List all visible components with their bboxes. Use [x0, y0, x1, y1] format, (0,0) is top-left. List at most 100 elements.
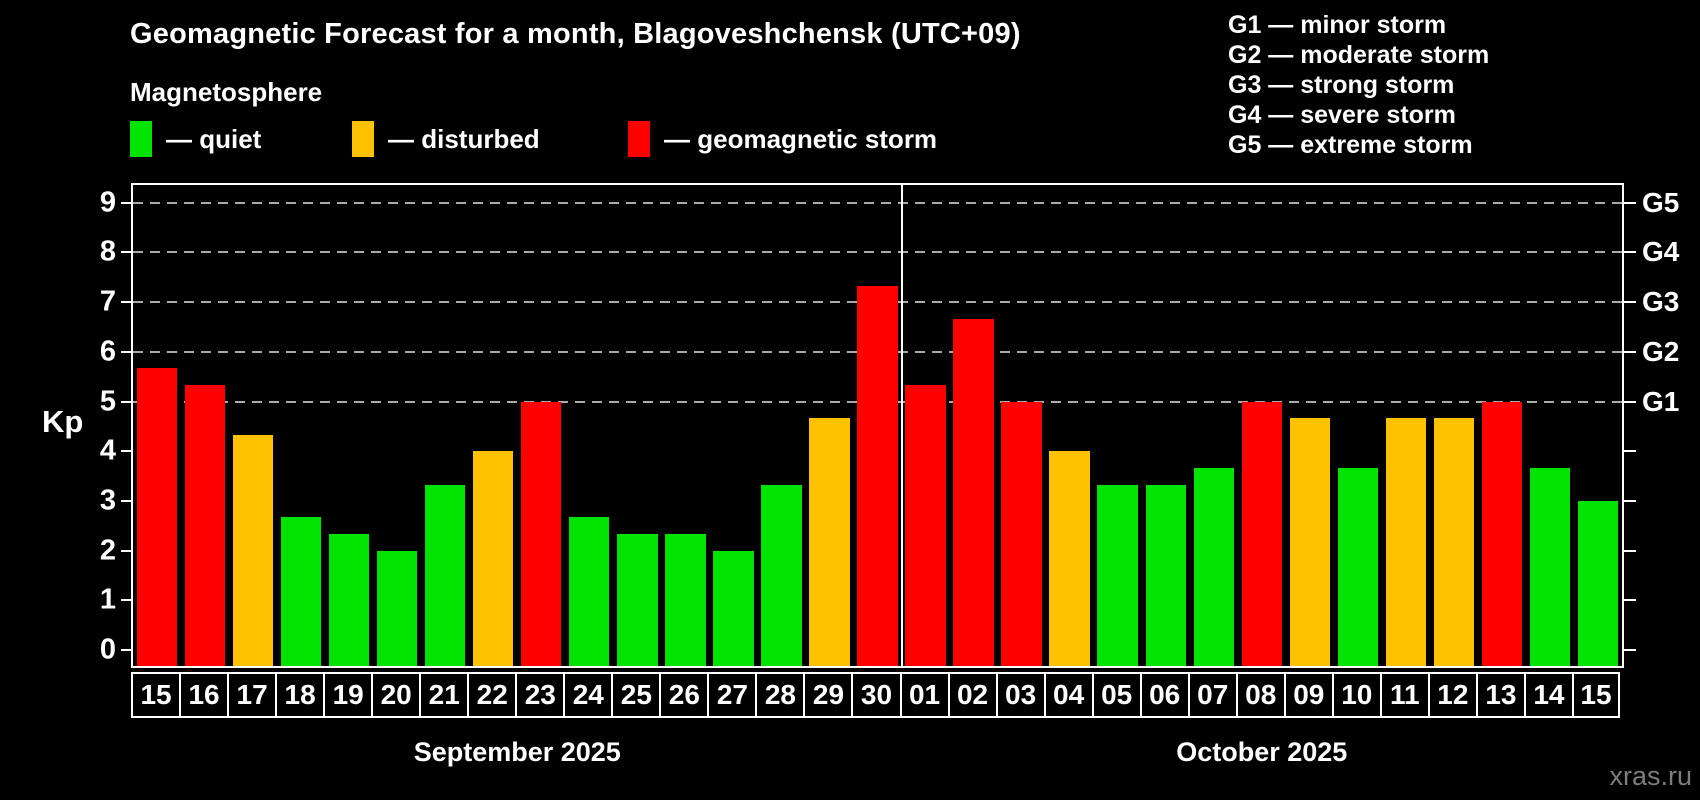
date-cell: 19 [323, 672, 374, 718]
g-scale-axis-label: G2 [1642, 335, 1680, 367]
kp-bar [761, 484, 802, 666]
month-label-1: October 2025 [1176, 737, 1348, 767]
date-cell: 23 [515, 672, 566, 718]
g-scale-line-g2: G2 — moderate storm [1228, 41, 1490, 69]
kp-bar [1049, 451, 1090, 666]
kp-bar [184, 385, 226, 666]
date-cell: 18 [275, 672, 326, 718]
y-axis-tick-label: 7 [99, 285, 116, 318]
date-cell: 04 [1043, 672, 1094, 718]
y-axis-title: Kp [42, 404, 84, 439]
month-label-0: September 2025 [413, 737, 621, 767]
kp-bar [1481, 401, 1523, 666]
legend-label-quiet: — quiet [166, 123, 262, 154]
g-scale-legend: G1 — minor storm G2 — moderate storm G3 … [1228, 10, 1489, 160]
date-cell: 15 [131, 672, 182, 718]
date-cell: 22 [467, 672, 518, 718]
y-axis-tick-left [121, 301, 131, 304]
date-cell: 02 [947, 672, 998, 718]
kp-bar [377, 550, 418, 666]
date-cell: 26 [659, 672, 710, 718]
y-axis-tick-left [121, 400, 131, 403]
y-axis-tick-left [121, 251, 131, 254]
y-axis-tick-label: 0 [99, 633, 116, 666]
kp-bar [665, 534, 706, 666]
legend-label-storm: — geomagnetic storm [664, 123, 938, 154]
date-cell: 03 [995, 672, 1046, 718]
date-cell: 24 [563, 672, 614, 718]
kp-bar [953, 318, 994, 666]
y-axis-tick-right [1624, 301, 1636, 304]
g-scale-line-g4: G4 — severe storm [1228, 101, 1456, 129]
kp-bar [1577, 500, 1619, 666]
date-cell: 09 [1283, 672, 1334, 718]
legend-item-disturbed: — disturbed [352, 120, 540, 158]
y-axis-tick-left [121, 499, 131, 502]
watermark: xras.ru [1609, 761, 1692, 791]
date-cell: 08 [1235, 672, 1286, 718]
g-scale-axis-label: G4 [1642, 236, 1680, 268]
g-scale-line-g3: G3 — strong storm [1228, 71, 1455, 99]
kp-bar [328, 534, 370, 666]
g-scale-axis-label: G5 [1642, 186, 1680, 218]
g-scale-axis-label: G3 [1642, 286, 1680, 318]
y-axis-tick-left [121, 649, 131, 651]
y-axis-tick-label: 3 [99, 484, 116, 517]
page-title: Geomagnetic Forecast for a month, Blagov… [130, 18, 1021, 50]
plot-area [131, 183, 1624, 668]
date-cell: 07 [1187, 672, 1238, 718]
y-axis-tick-left [121, 201, 131, 204]
kp-bar [521, 401, 562, 666]
y-axis-tick-right [1624, 201, 1636, 204]
date-cell: 01 [899, 672, 950, 718]
g-scale-line-g5: G5 — extreme storm [1228, 131, 1473, 159]
y-axis-tick-right [1624, 251, 1636, 254]
y-axis-tick-label: 6 [99, 335, 116, 368]
kp-bar [136, 368, 178, 666]
y-axis-tick-right [1624, 400, 1636, 403]
y-axis-tick-left [121, 350, 131, 353]
kp-bar [713, 550, 754, 666]
kp-bar [569, 517, 610, 666]
kp-bar [809, 417, 850, 666]
y-axis-tick-label: 5 [99, 385, 116, 417]
storm-color-swatch [628, 121, 650, 157]
date-cell: 12 [1427, 672, 1478, 718]
g-scale-line-g1: G1 — minor storm [1228, 11, 1447, 39]
kp-bar [1145, 484, 1186, 666]
date-axis-row: 15 16 17 18 19 20 21 22 23 24 25 26 27 28 29 30 01 02 03 04… [131, 672, 1624, 718]
kp-bar [1193, 467, 1234, 666]
date-cell: 25 [611, 672, 662, 718]
date-cell: 14 [1523, 672, 1574, 718]
date-cell: 20 [371, 672, 422, 718]
plot-inner [133, 185, 1622, 666]
y-axis-tick-label: 1 [99, 583, 116, 616]
y-axis-tick-label: 4 [99, 434, 116, 467]
kp-bar [1241, 401, 1282, 666]
kp-bar [1289, 417, 1330, 666]
y-axis-tick-right [1624, 450, 1636, 453]
date-cell: 16 [179, 672, 230, 718]
date-cell: 13 [1475, 672, 1526, 718]
y-axis-tick-left [121, 450, 131, 453]
month-separator [900, 185, 903, 666]
kp-bar [905, 385, 946, 666]
gridline-kp8 [133, 251, 1622, 254]
quiet-color-swatch [130, 121, 152, 157]
y-axis-tick-label: 8 [99, 235, 116, 268]
kp-bar [1385, 417, 1427, 666]
date-cell: 10 [1331, 672, 1382, 718]
kp-bar [1097, 484, 1138, 666]
y-axis-tick-right [1624, 599, 1636, 602]
y-axis-tick-left [121, 599, 131, 602]
kp-bar [1433, 417, 1475, 666]
date-cell: 28 [755, 672, 806, 718]
date-cell: 27 [707, 672, 758, 718]
date-cell: 05 [1091, 672, 1142, 718]
chart-subtitle: Magnetosphere [130, 77, 323, 107]
kp-bar [1001, 401, 1042, 666]
legend-item-storm: — geomagnetic storm [628, 120, 937, 158]
date-cell: 11 [1379, 672, 1430, 718]
legend-item-quiet: — quiet [130, 120, 261, 158]
